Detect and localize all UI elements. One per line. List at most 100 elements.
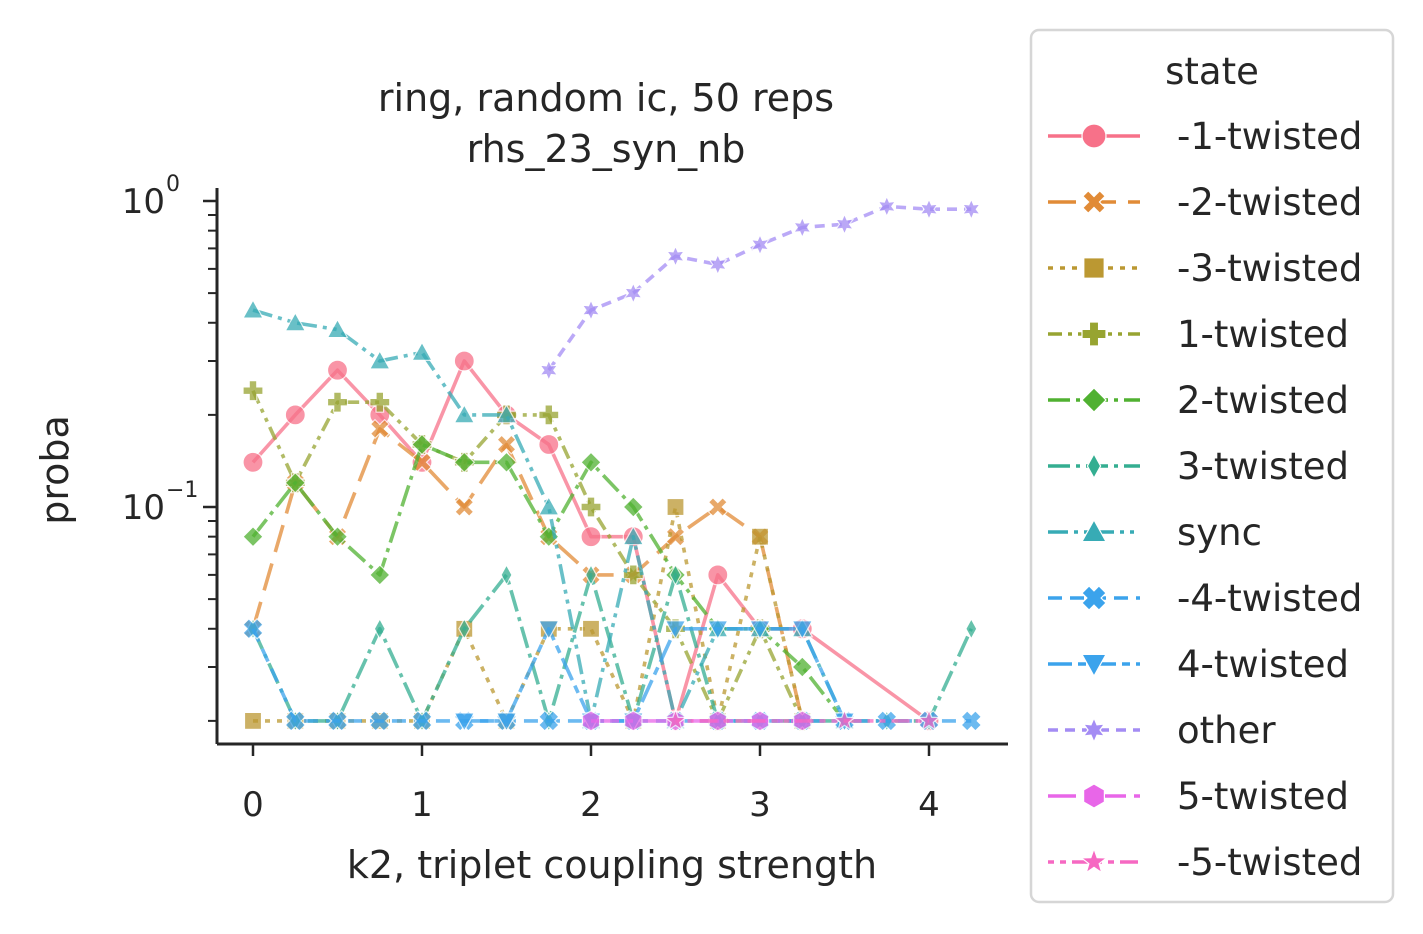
data-point-3-twisted-shape [581,619,601,638]
data-point-5-twisted [916,708,942,732]
data-point-4-twisted-shape [537,710,560,732]
data-point-2-twisted-shape [496,434,517,455]
data-point-5-twisted [663,708,688,732]
data-point-3-twisted [669,563,682,587]
data-point-1-twisted [707,564,729,586]
data-point-3-twisted-shape [750,527,770,546]
data-point-2-twisted-shape [411,433,433,456]
data-point-2-twisted [622,496,645,518]
data-point-1-twisted [453,350,475,372]
data-point-5-twisted [832,708,857,732]
data-point-other-shape [665,244,686,268]
series-1-twisted [242,350,940,732]
data-point-sync-shape [368,349,391,370]
data-point-other [707,253,728,276]
data-point-other-shape [538,358,559,382]
data-point-sync [368,349,391,370]
data-point-2-twisted [580,451,602,474]
data-point-5-twisted-shape [708,710,728,732]
chart-title-line-2: rhs_23_syn_nb [467,127,746,171]
legend-label-1-twisted: 1-twisted [1177,313,1349,356]
data-point-other [581,298,601,322]
data-point-1-twisted-shape [580,496,602,518]
data-point-other-shape [961,197,982,221]
x-tick-label: 1 [411,785,433,825]
data-point-5-twisted-shape [663,708,688,732]
data-point-sync-shape [284,311,307,332]
data-point-4-twisted-shape [960,710,983,732]
data-point-1-twisted [242,380,264,402]
data-point-4-twisted [960,710,983,732]
data-point-2-twisted [242,525,264,548]
series-2-twisted [242,418,813,732]
series-line-sync [252,308,847,723]
legend-label-3-twisted: 3-twisted [1177,445,1349,488]
data-point-1-twisted [580,496,602,518]
data-point-sync [326,318,349,339]
data-point-sync-shape [241,298,265,319]
data-point-2-twisted [369,418,390,440]
data-point-4-twisted-shape [495,712,518,733]
data-point-2-twisted [326,525,349,548]
legend-item-sync: sync [1048,511,1262,554]
data-point-2-twisted-shape [707,496,728,518]
data-point-3-twisted [965,617,978,641]
data-point-sync-shape [537,495,560,516]
data-point-3-twisted-shape [373,617,386,641]
legend-item-1-twisted: -1-twisted [1048,115,1362,158]
data-point-sync [410,341,434,361]
data-point-2-twisted [284,471,307,494]
data-point-sync-shape [622,525,645,546]
y-tick-exponent: 0 [166,172,180,197]
data-point-1-twisted [326,391,349,413]
series-2-twisted [242,433,856,732]
legend-marker-4-twisted [1081,585,1107,611]
data-point-other [538,358,559,382]
data-point-4-twisted-shape [748,620,772,641]
x-tick-label: 4 [918,785,940,825]
data-point-3-twisted [581,619,601,638]
data-point-sync [537,495,560,516]
series-line-other [547,204,972,372]
data-point-4-twisted [495,712,518,733]
legend-label-sync: sync [1177,511,1262,554]
legend-item-4-twisted: -4-twisted [1048,577,1362,620]
legend-marker-2-twisted [1081,387,1107,413]
legend-label-3-twisted: -3-twisted [1177,247,1362,290]
data-point-2-twisted [368,564,391,586]
series-line-4-twisted [464,627,847,723]
legend-marker-3-twisted [1086,452,1102,480]
data-point-2-twisted-shape [284,471,307,494]
legend-marker-sync [1080,518,1108,543]
data-point-other [750,233,770,257]
data-point-2-twisted-shape [453,451,476,474]
legend-label-4-twisted: 4-twisted [1177,643,1349,686]
data-point-1-twisted-shape [622,564,644,586]
data-point-other-shape [707,253,728,276]
data-point-4-twisted [368,710,391,732]
legend-item-3-twisted: 3-twisted [1048,445,1349,488]
data-point-1-twisted-shape [707,564,729,586]
legend-marker-other [1082,716,1106,744]
legend-item-other: other [1048,709,1276,752]
data-point-4-twisted-shape [453,712,476,733]
series-line-1-twisted [251,389,804,723]
legend-marker-5-twisted [1083,783,1105,809]
data-point-sync [622,525,645,546]
legend-label-5-twisted: 5-twisted [1177,775,1349,818]
series-other [538,194,982,382]
legend: state -1-twisted -2-twisted -3-twisted 1-tw… [1029,28,1395,904]
data-point-other [623,281,644,305]
data-point-1-twisted-shape [369,391,391,413]
x-tick-label: 3 [749,785,771,825]
data-point-2-twisted [791,656,814,678]
data-point-2-twisted-shape [242,525,264,548]
data-point-4-twisted [706,620,729,641]
data-point-1-twisted-shape [326,391,349,413]
legend-marker-4-twisted-shape [1081,585,1107,611]
legend-marker-1-twisted-shape [1081,321,1107,347]
legend-items: -1-twisted -2-twisted -3-twisted 1-twisted 2… [1048,115,1362,884]
data-point-sync [495,403,518,424]
data-point-3-twisted-shape [669,563,682,587]
